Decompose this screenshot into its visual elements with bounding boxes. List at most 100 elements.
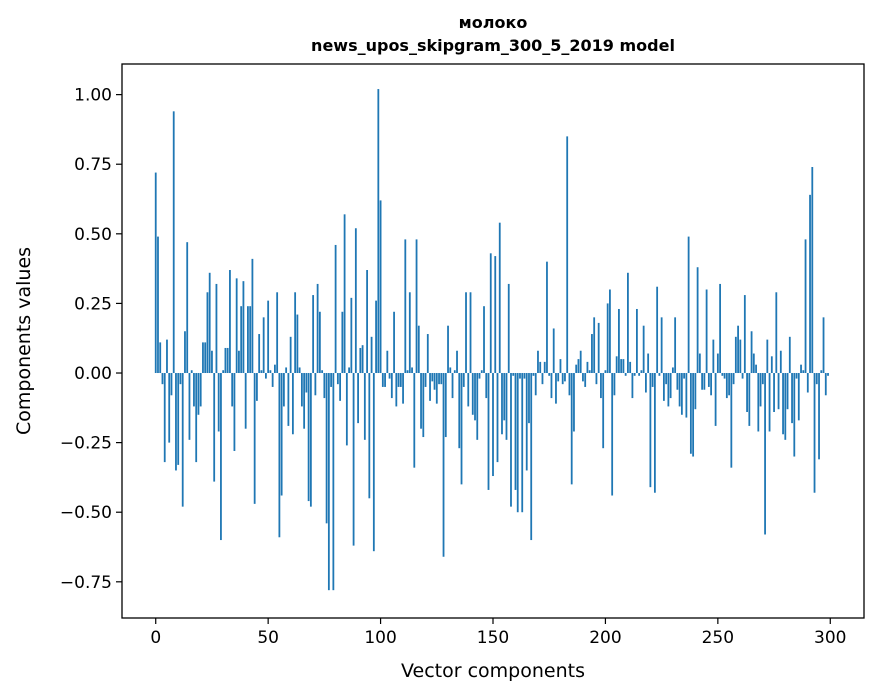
- bar: [321, 370, 323, 373]
- bar: [661, 317, 663, 373]
- bar: [699, 354, 701, 373]
- bar: [625, 373, 627, 376]
- bar: [180, 373, 182, 384]
- bar: [818, 373, 820, 459]
- bar: [798, 373, 800, 420]
- bar: [452, 373, 454, 398]
- bar: [587, 362, 589, 373]
- bar: [517, 373, 519, 512]
- bar: [811, 167, 813, 373]
- y-tick-label: 0.25: [74, 294, 112, 314]
- bar: [456, 351, 458, 373]
- x-axis-ticks: 0 50 100 150 200 250 300: [150, 618, 846, 648]
- bar: [198, 373, 200, 415]
- bar: [575, 365, 577, 373]
- bar: [656, 287, 658, 373]
- bar: [207, 292, 209, 373]
- bar: [726, 373, 728, 398]
- bar: [739, 340, 741, 373]
- bar: [449, 367, 451, 373]
- bar: [573, 373, 575, 431]
- bar: [254, 373, 256, 504]
- bar: [476, 373, 478, 440]
- bar: [530, 373, 532, 540]
- bar: [789, 337, 791, 373]
- bar: [429, 373, 431, 401]
- bar: [784, 373, 786, 440]
- bar: [438, 373, 440, 384]
- bar: [184, 331, 186, 373]
- bar: [245, 373, 247, 429]
- bar: [692, 373, 694, 457]
- bar: [526, 373, 528, 470]
- bar: [506, 373, 508, 440]
- bar: [757, 373, 759, 431]
- bar: [373, 373, 375, 551]
- bar: [382, 373, 384, 387]
- bar: [593, 317, 595, 373]
- bar: [805, 239, 807, 373]
- bar: [519, 373, 521, 379]
- bar: [766, 340, 768, 373]
- bar: [683, 373, 685, 379]
- bar: [589, 370, 591, 373]
- bar: [202, 342, 204, 373]
- bar: [371, 337, 373, 373]
- bar: [287, 373, 289, 426]
- bar: [427, 334, 429, 373]
- bar: [488, 373, 490, 490]
- bar: [332, 373, 334, 590]
- bar: [317, 284, 319, 373]
- bar: [546, 262, 548, 373]
- bar: [620, 359, 622, 373]
- y-tick-label: 1.00: [74, 86, 112, 106]
- bar: [492, 373, 494, 476]
- bar: [326, 373, 328, 523]
- bar: [796, 373, 798, 379]
- bar: [157, 237, 159, 373]
- y-tick-label: 0.50: [74, 225, 112, 245]
- bar: [654, 373, 656, 493]
- bar: [802, 370, 804, 373]
- bar: [393, 312, 395, 373]
- bar: [614, 373, 616, 395]
- bar: [159, 342, 161, 373]
- y-axis-ticks: −0.75 −0.50 −0.25 0.00 0.25 0.50 0.75 1.00: [60, 86, 122, 593]
- bar: [440, 373, 442, 384]
- bar: [703, 373, 705, 390]
- bar: [216, 284, 218, 373]
- bar: [353, 373, 355, 546]
- bar: [701, 373, 703, 390]
- bar: [339, 373, 341, 401]
- bar: [537, 351, 539, 373]
- x-axis-label: Vector components: [401, 660, 585, 682]
- bar: [562, 373, 564, 384]
- bar: [676, 373, 678, 390]
- bar: [164, 373, 166, 462]
- bar: [407, 370, 409, 373]
- bar: [481, 370, 483, 373]
- bar: [499, 223, 501, 373]
- y-tick-label: −0.75: [60, 573, 112, 593]
- bar: [355, 228, 357, 373]
- bar: [616, 356, 618, 373]
- bar: [652, 373, 654, 387]
- bar: [443, 373, 445, 557]
- y-tick-label: −0.25: [60, 434, 112, 454]
- bar: [413, 373, 415, 468]
- bar: [773, 373, 775, 412]
- bar: [364, 373, 366, 440]
- bar: [229, 270, 231, 373]
- bar: [598, 323, 600, 373]
- bar: [395, 373, 397, 406]
- bar: [607, 303, 609, 373]
- bar: [596, 373, 598, 384]
- bar: [605, 370, 607, 373]
- bar: [191, 370, 193, 373]
- bar: [775, 292, 777, 373]
- bar: [285, 367, 287, 373]
- bar: [447, 326, 449, 373]
- bar: [685, 373, 687, 418]
- bar: [742, 373, 744, 379]
- bar: [569, 373, 571, 395]
